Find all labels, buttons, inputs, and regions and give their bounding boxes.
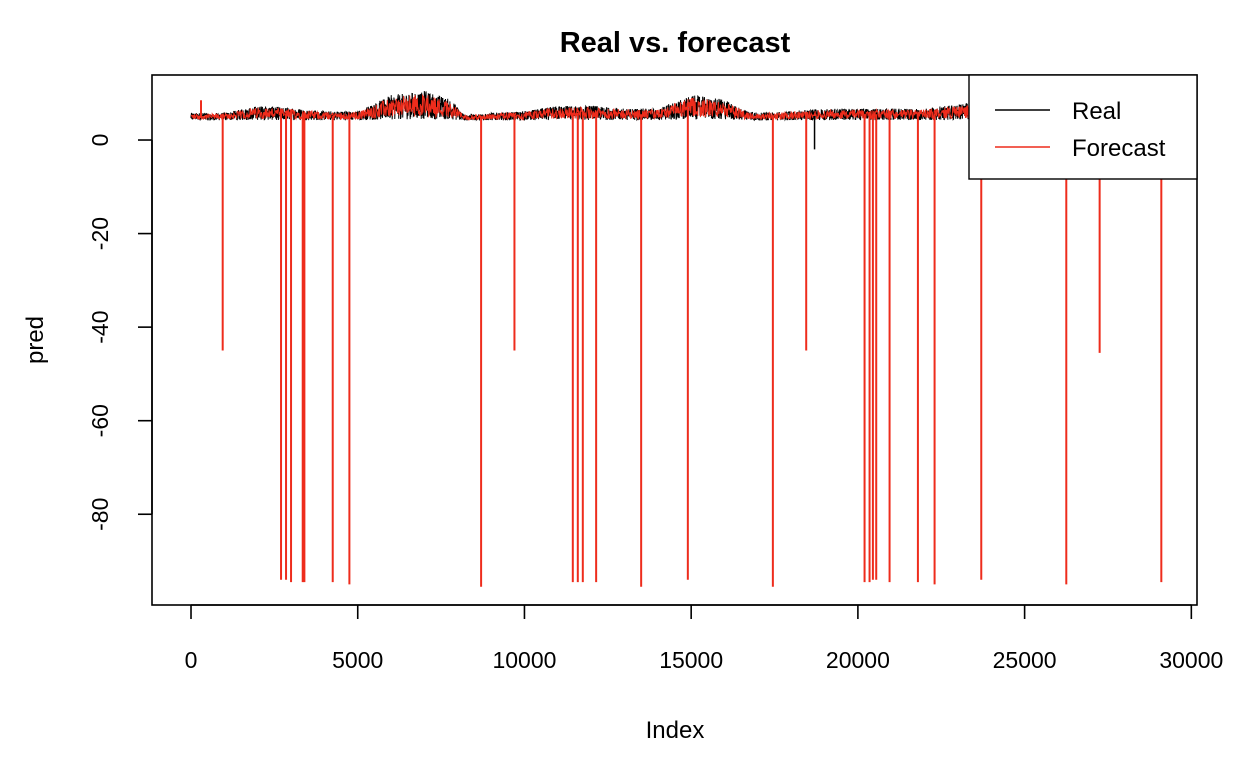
x-tick-label: 20000 [826,647,890,673]
plot-frame [151,74,1198,606]
y-tick-label: -40 [87,311,113,344]
x-tick-label: 10000 [492,647,556,673]
chart-title: Real vs. forecast [560,27,791,59]
x-tick-label: 15000 [659,647,723,673]
legend-label-real: Real [1072,98,1121,125]
y-tick-label: 0 [87,134,113,147]
y-tick-label: -20 [87,217,113,250]
legend-box [968,74,1198,180]
x-axis-label: Index [646,717,705,744]
y-axis: 0 -20 -40 -60 -80 [87,134,153,531]
y-axis-label: pred [22,316,49,364]
series-forecast [190,94,1163,587]
y-tick-label: -80 [87,498,113,531]
legend: Real Forecast [968,74,1198,180]
x-tick-label: 5000 [332,647,383,673]
y-tick-label: -60 [87,404,113,437]
x-axis: 0 5000 10000 15000 20000 25000 30000 [185,604,1223,673]
x-tick-label: 0 [185,647,198,673]
x-tick-label: 30000 [1159,647,1223,673]
legend-label-forecast: Forecast [1072,135,1166,162]
x-tick-label: 25000 [993,647,1057,673]
